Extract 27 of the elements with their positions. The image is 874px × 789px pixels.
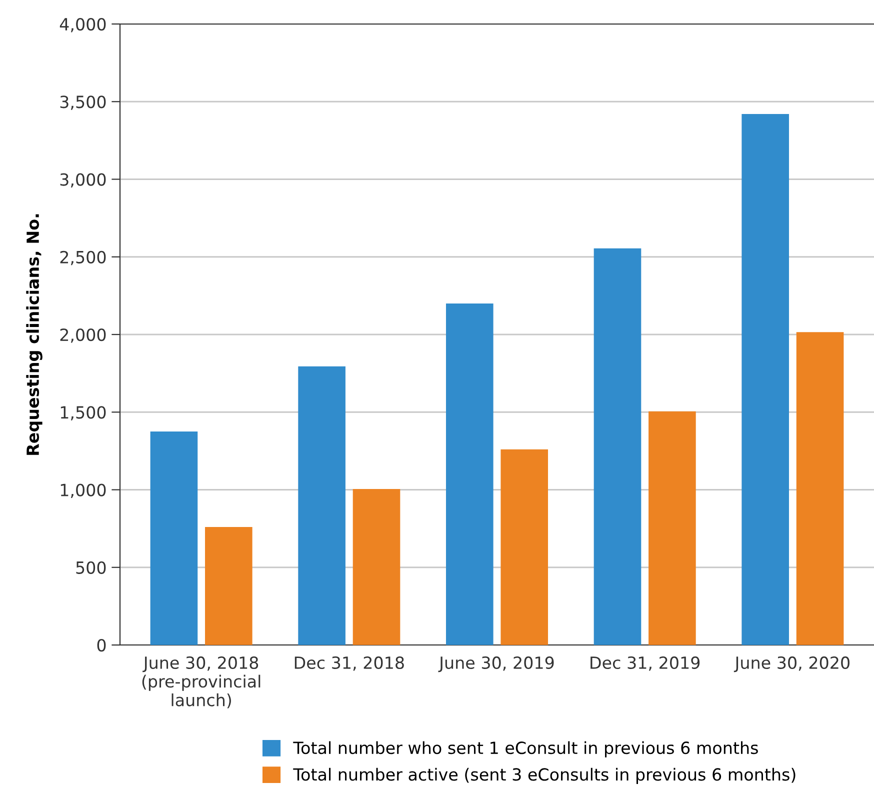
y-tick-label: 500 <box>76 561 106 574</box>
legend-label: Total number active (sent 3 eConsults in previous 6 months) <box>293 768 796 784</box>
x-tick-label: Dec 31, 2019 <box>590 656 700 671</box>
bar <box>500 449 548 645</box>
y-tick-label: 2,000 <box>60 328 106 343</box>
y-tick-label: 3,500 <box>60 96 106 110</box>
bar <box>446 303 494 645</box>
bar <box>742 114 789 645</box>
y-tick-label: 2,500 <box>60 250 106 266</box>
x-tick-label: June 30, 2020 <box>734 656 850 672</box>
y-tick-label: 3,000 <box>60 173 106 188</box>
y-axis-title: Requesting clinicians, No. <box>26 214 42 455</box>
y-tick-label: 4,000 <box>60 18 106 32</box>
y-tick-label: 0 <box>97 638 106 652</box>
y-tick-label: 1,000 <box>60 484 106 498</box>
bar <box>298 366 346 645</box>
y-tick-label: 1,500 <box>60 406 106 420</box>
x-tick-label: June 30, 2018 (pre-provincial launch) <box>142 656 260 708</box>
bar <box>150 432 198 645</box>
bar <box>352 488 400 645</box>
x-tick-label: June 30, 2019 <box>438 656 554 672</box>
bar <box>796 332 844 645</box>
bar <box>205 527 252 645</box>
legend-label: Total number who sent 1 eConsult in previous 6 months <box>293 741 758 758</box>
bar <box>594 248 642 645</box>
bar <box>648 411 696 645</box>
x-tick-label: Dec 31, 2018 <box>294 656 404 671</box>
